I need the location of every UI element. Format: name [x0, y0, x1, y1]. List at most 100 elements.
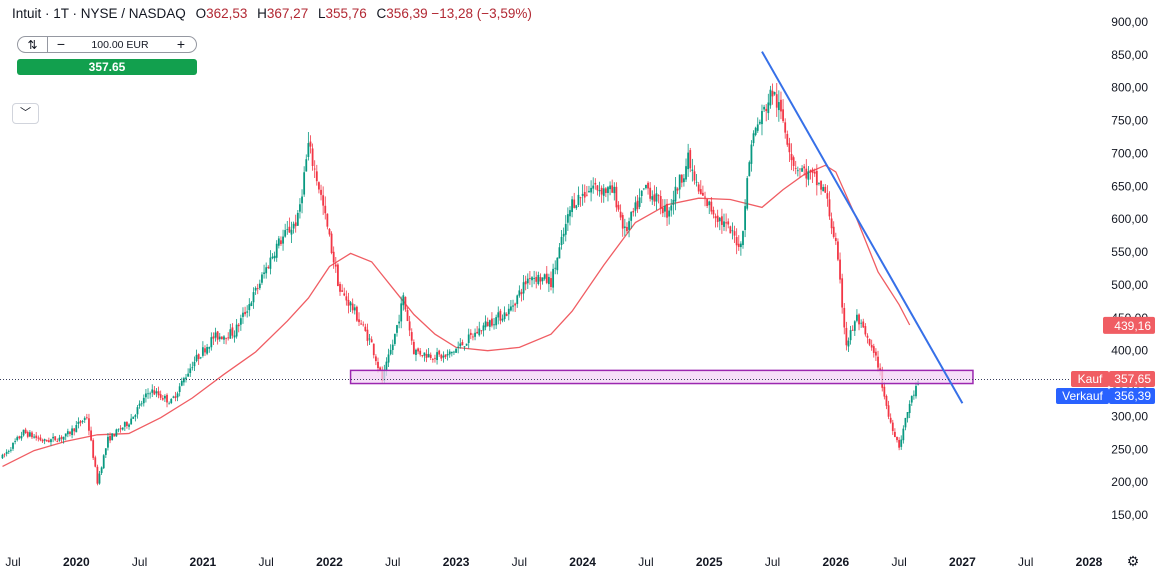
kauf-value-label-bg	[1109, 371, 1155, 387]
candle	[387, 348, 390, 367]
candle	[425, 349, 428, 363]
candle	[436, 347, 438, 365]
candle	[208, 346, 211, 353]
candle	[651, 190, 654, 205]
candle	[763, 104, 765, 112]
open-label: O	[195, 6, 207, 21]
candle	[47, 437, 50, 443]
candle	[476, 326, 479, 334]
candle	[155, 387, 158, 398]
candle	[88, 413, 90, 436]
candle	[704, 191, 706, 207]
gear-icon[interactable]: ⚙	[1126, 553, 1140, 569]
candle	[748, 160, 751, 177]
quantity-input[interactable]: 100.00 EUR	[91, 38, 149, 51]
candle	[273, 251, 276, 262]
candle	[161, 394, 164, 401]
candlestick-series	[1, 83, 920, 486]
candle	[847, 337, 850, 353]
candle	[159, 390, 162, 401]
candle	[547, 273, 550, 293]
candle	[731, 222, 734, 240]
decrease-button[interactable]: −	[56, 36, 66, 52]
buy-price-button[interactable]: 357.65	[17, 59, 197, 75]
candle	[805, 159, 808, 188]
low-label: L	[317, 6, 326, 21]
y-tick-label: 550,00	[1111, 245, 1148, 259]
support-zone	[349, 369, 974, 385]
candle	[168, 401, 171, 405]
candle	[263, 264, 265, 279]
candle	[448, 349, 451, 358]
candle	[828, 191, 831, 220]
candle	[96, 464, 99, 486]
candle	[231, 323, 234, 339]
candle	[796, 166, 799, 177]
candle	[334, 256, 337, 273]
candle	[427, 347, 430, 358]
candle	[58, 434, 61, 442]
candle	[31, 430, 33, 440]
candle	[39, 434, 42, 442]
candle	[488, 319, 491, 331]
candle	[691, 158, 694, 182]
candle	[733, 225, 736, 244]
increase-button[interactable]: +	[176, 36, 186, 52]
candle	[132, 416, 135, 419]
candle	[54, 436, 57, 442]
candle	[256, 283, 259, 295]
candle	[765, 104, 768, 122]
candle	[233, 330, 236, 343]
candle	[803, 163, 806, 176]
candle	[531, 276, 533, 288]
candle	[43, 438, 46, 445]
chevron-down-icon[interactable]: ﹀	[12, 103, 39, 124]
candle	[434, 354, 436, 363]
candle	[254, 286, 257, 295]
candle	[632, 207, 635, 217]
candle	[305, 154, 308, 172]
candle	[322, 186, 325, 215]
x-tick-label: Jul	[385, 555, 400, 569]
candle	[716, 209, 719, 228]
swap-icon[interactable]: ⇅	[18, 37, 48, 52]
candle	[453, 350, 455, 355]
candle	[138, 400, 141, 409]
kauf-label-bg	[1071, 371, 1109, 387]
candle	[647, 181, 649, 195]
x-tick-label: Jul	[5, 555, 20, 569]
candle	[623, 218, 626, 237]
candle	[619, 204, 622, 221]
candle	[573, 192, 576, 209]
candle	[126, 421, 128, 429]
candle	[398, 314, 400, 329]
candle	[891, 419, 894, 435]
candle	[229, 323, 232, 339]
candle	[630, 211, 633, 229]
candle	[579, 196, 582, 207]
candle	[569, 206, 571, 226]
candle	[596, 185, 599, 196]
quantity-stepper[interactable]: ⇅ − 100.00 EUR +	[17, 36, 197, 53]
candle	[182, 376, 185, 386]
candle	[94, 455, 97, 468]
high-label: H	[257, 6, 267, 21]
candle	[590, 180, 592, 202]
candle	[117, 428, 120, 433]
candle	[790, 143, 793, 171]
candle	[720, 208, 723, 234]
candle	[668, 207, 671, 225]
candle	[465, 343, 468, 346]
candle	[697, 182, 700, 195]
x-tick-label: Jul	[512, 555, 527, 569]
candle	[364, 323, 367, 332]
candle	[347, 292, 350, 314]
x-tick-label: 2028	[1076, 555, 1103, 569]
candle	[600, 185, 603, 203]
candle	[41, 438, 44, 444]
candle	[294, 214, 297, 233]
candle	[699, 180, 702, 195]
candle	[484, 315, 487, 331]
candle	[529, 270, 531, 285]
